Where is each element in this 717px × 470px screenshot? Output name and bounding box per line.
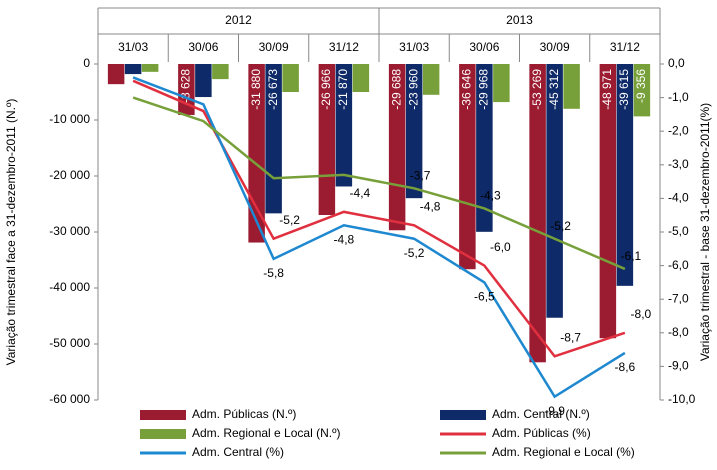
bar [212, 64, 229, 80]
bar [599, 64, 617, 339]
bar [195, 64, 212, 98]
x-tick-label: 30/06 [188, 40, 218, 54]
bar [388, 64, 406, 231]
y2-tick-label: -10,0 [668, 392, 696, 406]
bar [318, 64, 336, 216]
line-label: -4,8 [334, 232, 355, 246]
bar [124, 64, 142, 75]
x-tick-label: 31/03 [118, 40, 148, 54]
line-label: -4,8 [420, 199, 441, 213]
line-label: -8,6 [615, 360, 636, 374]
y2-axis-label: Variação trimestral - base 31-dezembro-2… [698, 103, 712, 361]
y2-tick-label: -3,0 [668, 157, 689, 171]
bar-label: -26 966 [319, 69, 333, 110]
line-label: -8,0 [631, 307, 652, 321]
line-label: -9,9 [544, 404, 565, 418]
legend-label: Adm. Central (N.º) [492, 407, 590, 421]
legend-label: Adm. Regional e Local (N.º) [192, 426, 340, 440]
line-label: -6,5 [474, 290, 495, 304]
bar [282, 64, 299, 92]
x-tick-label: 30/06 [469, 40, 499, 54]
bar [335, 64, 353, 187]
legend-swatch [440, 410, 486, 420]
bar [529, 64, 546, 363]
y2-tick-label: -6,0 [668, 258, 689, 272]
x-tick-label: 31/12 [610, 40, 640, 54]
line-label: -8,7 [560, 330, 581, 344]
bar-label: -23 960 [406, 69, 420, 110]
bar-label: -31 880 [249, 69, 263, 110]
line-label: -6,1 [621, 249, 642, 263]
legend-label: Adm. Central (%) [192, 445, 284, 459]
bar [633, 64, 651, 117]
bar [141, 64, 159, 72]
y-tick-label: 0 [83, 56, 90, 70]
line-label: -6,0 [490, 240, 511, 254]
bar [422, 64, 440, 95]
y2-tick-label: 0,0 [668, 56, 685, 70]
legend-label: Adm. Regional e Local (%) [492, 445, 635, 459]
legend-swatch [140, 410, 186, 420]
x-tick-label: 31/03 [399, 40, 429, 54]
bar-label: -9 356 [634, 69, 648, 103]
bar [352, 64, 370, 92]
y-tick-label: -10 000 [49, 112, 90, 126]
legend-label: Adm. Públicas (%) [492, 426, 591, 440]
bar [616, 64, 634, 286]
line-label: -5,2 [550, 219, 571, 233]
year-label: 2013 [506, 13, 533, 27]
legend-label: Adm. Públicas (N.º) [192, 407, 296, 421]
bar [405, 64, 423, 199]
bar-label: -26 673 [266, 69, 280, 110]
bar [546, 64, 563, 318]
bar-label: -8 628 [179, 69, 193, 103]
line-label: -5,2 [404, 246, 425, 260]
bar-label: -29 968 [477, 69, 491, 110]
bar [493, 64, 510, 103]
y-tick-label: -60 000 [49, 392, 90, 406]
bar-label: -36 646 [460, 69, 474, 110]
bar [476, 64, 493, 232]
y2-tick-label: -8,0 [668, 325, 689, 339]
bar [459, 64, 476, 270]
line-label: -5,8 [263, 266, 284, 280]
y2-tick-label: -9,0 [668, 359, 689, 373]
bar-label: -39 615 [617, 69, 631, 110]
line-label: -4,3 [480, 189, 501, 203]
legend-swatch [140, 429, 186, 439]
y-tick-label: -30 000 [49, 224, 90, 238]
y-tick-label: -40 000 [49, 280, 90, 294]
y2-tick-label: -2,0 [668, 123, 689, 137]
line [132, 96, 626, 271]
bar-label: -48 971 [600, 69, 614, 110]
y-axis-label: Variação trimestral face a 31-dezembro-2… [4, 99, 18, 366]
bar-label: -29 688 [389, 69, 403, 110]
year-label: 2012 [225, 13, 252, 27]
y2-tick-label: -7,0 [668, 291, 689, 305]
y2-tick-label: -1,0 [668, 90, 689, 104]
line-label: -4,4 [350, 186, 371, 200]
y2-tick-label: -4,0 [668, 191, 689, 205]
y2-tick-label: -5,0 [668, 224, 689, 238]
bar-label: -21 870 [336, 69, 350, 110]
bar-label: -45 312 [547, 69, 561, 110]
line-label: -3,7 [410, 168, 431, 182]
bar [563, 64, 580, 109]
bar-label: -53 269 [530, 69, 544, 110]
y-tick-label: -20 000 [49, 168, 90, 182]
y-tick-label: -50 000 [49, 336, 90, 350]
line-label: -5,2 [279, 213, 300, 227]
x-tick-label: 30/09 [259, 40, 289, 54]
bar [107, 64, 125, 85]
x-tick-label: 30/09 [540, 40, 570, 54]
x-tick-label: 31/12 [329, 40, 359, 54]
